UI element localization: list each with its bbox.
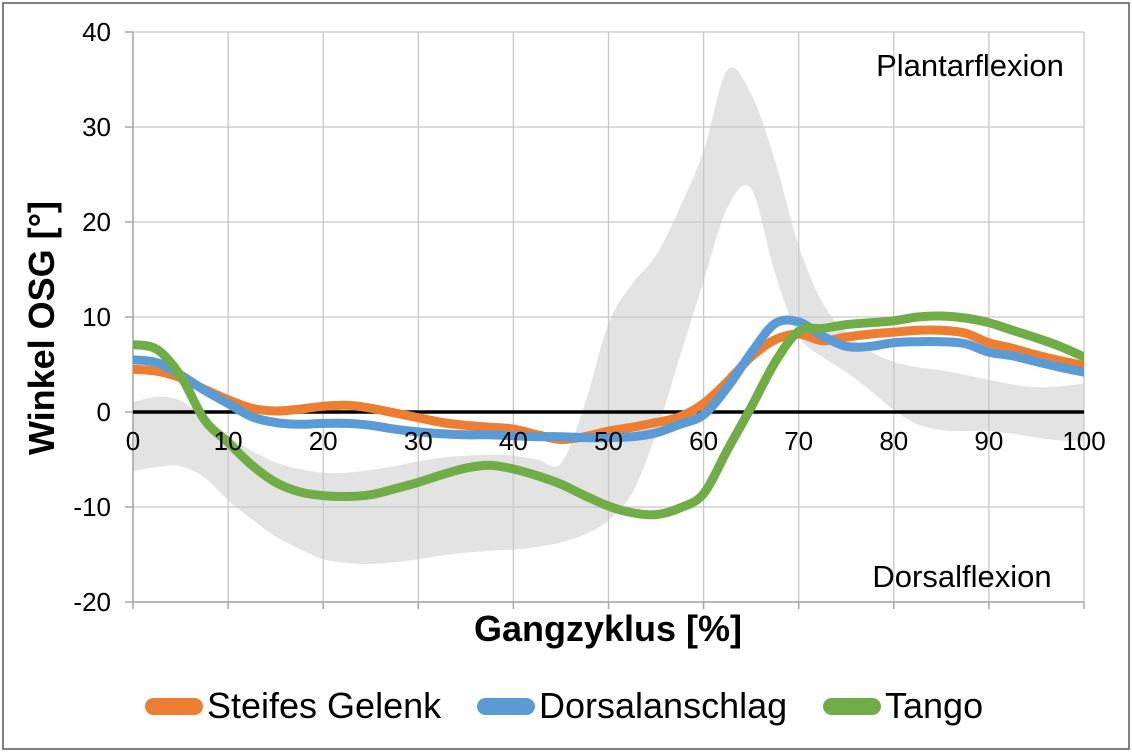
- legend-label-tango: Tango: [885, 685, 984, 726]
- x-tick-label-30: 30: [403, 426, 433, 456]
- x-tick-label-80: 80: [879, 426, 909, 456]
- annotation-dorsalflexion: Dorsalflexion: [872, 559, 1052, 594]
- legend-label-dorsalanschlag: Dorsalanschlag: [539, 685, 788, 726]
- series-dorsalanschlag: [133, 315, 1084, 443]
- legend-swatch-steifes-gelenk-icon: [145, 697, 203, 715]
- legend-item-steifes-gelenk: Steifes Gelenk: [145, 684, 441, 728]
- axis-lines-and-ticks: [125, 31, 1085, 609]
- legend: Steifes Gelenk Dorsalanschlag Tango: [0, 684, 1132, 728]
- legend-label-steifes-gelenk: Steifes Gelenk: [207, 685, 442, 726]
- x-tick-label-50: 50: [594, 426, 623, 456]
- y-tick-label--10: -10: [73, 492, 111, 522]
- x-tick-label-90: 90: [974, 426, 1004, 456]
- y-tick-label-0: 0: [96, 397, 111, 427]
- x-tick-label-60: 60: [689, 426, 719, 456]
- series-steifes-gelenk: [133, 325, 1084, 445]
- x-tick-label-70: 70: [784, 426, 814, 456]
- series-tango: [133, 311, 1084, 520]
- x-tick-label-20: 20: [308, 426, 338, 456]
- legend-item-tango: Tango: [823, 684, 983, 728]
- x-tick-label-0: 0: [125, 426, 141, 456]
- y-tick-label--20: -20: [73, 587, 111, 617]
- legend-item-dorsalanschlag: Dorsalanschlag: [477, 684, 787, 728]
- y-tick-label-20: 20: [82, 207, 111, 237]
- legend-swatch-tango-icon: [823, 697, 881, 715]
- x-axis-title: Gangzyklus [%]: [473, 608, 743, 649]
- y-tick-label-40: 40: [82, 17, 111, 47]
- x-tick-label-100: 100: [1062, 426, 1106, 456]
- x-tick-label-40: 40: [498, 426, 528, 456]
- annotation-plantarflexion: Plantarflexion: [876, 48, 1064, 83]
- y-tick-label-30: 30: [82, 112, 111, 142]
- y-tick-label-10: 10: [82, 302, 111, 332]
- x-tick-label-10: 10: [213, 426, 243, 456]
- legend-swatch-dorsalanschlag-icon: [477, 697, 535, 715]
